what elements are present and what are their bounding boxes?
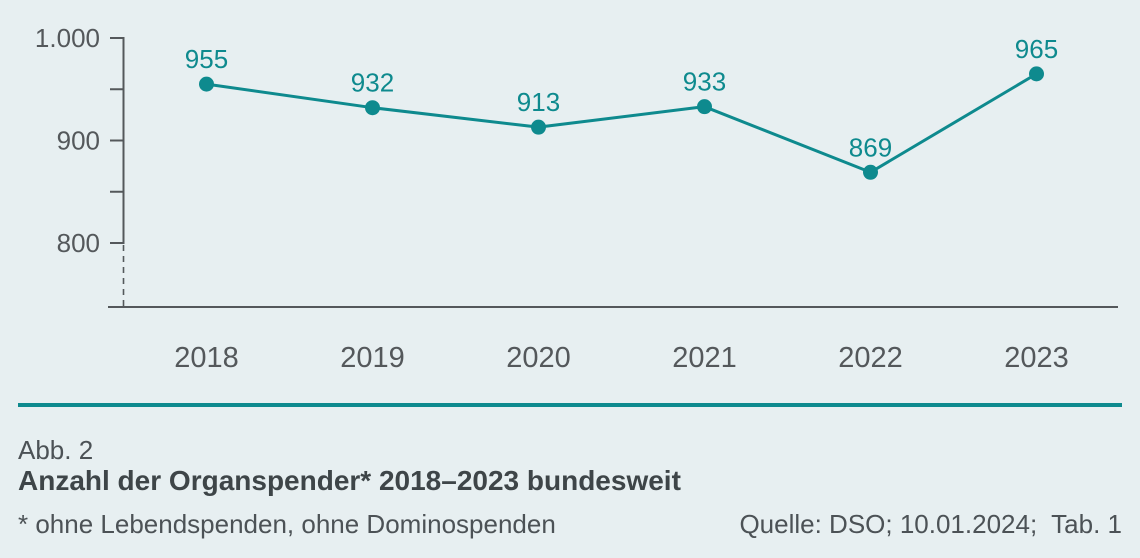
x-axis-year-label: 2023 (1004, 342, 1069, 374)
trend-line (205, 72, 1038, 174)
data-point-2021 (697, 99, 712, 115)
divider-line (18, 403, 1122, 407)
data-point-2023 (1029, 66, 1044, 82)
data-point-2020 (531, 119, 546, 135)
figure-number: Abb. 2 (18, 435, 94, 465)
y-axis-tick-label: 900 (57, 126, 100, 156)
data-point-value-label: 965 (1015, 34, 1058, 64)
figure-title: Anzahl der Organspender* 2018–2023 bunde… (18, 465, 681, 496)
data-point-value-label: 913 (517, 87, 560, 117)
figure-footer: * ohne Lebendspenden, ohne Dominospenden… (18, 509, 1122, 540)
line-chart: 1.000 900 800 955 932 913 933 869 965 2018 2019 202… (35, 23, 1118, 374)
x-axis-year-label: 2022 (838, 342, 903, 374)
x-axis-year-label: 2021 (672, 342, 737, 374)
data-point-2019 (365, 100, 380, 116)
y-axis-tick-label: 1.000 (35, 23, 100, 53)
source-text: Quelle: DSO; 10.01.2024; Tab. 1 (739, 509, 1122, 539)
data-point-2022 (863, 164, 878, 180)
data-point-value-label: 869 (849, 132, 892, 162)
x-axis-year-label: 2020 (506, 342, 571, 374)
x-axis-year-label: 2019 (340, 342, 405, 374)
data-point-value-label: 933 (683, 67, 726, 97)
data-point-2018 (199, 76, 214, 92)
footnote-text: * ohne Lebendspenden, ohne Dominospenden (18, 509, 556, 539)
data-point-value-label: 932 (351, 68, 394, 98)
data-point-value-label: 955 (185, 44, 228, 74)
x-axis-year-label: 2018 (174, 342, 239, 374)
y-axis-tick-label: 800 (57, 228, 100, 258)
